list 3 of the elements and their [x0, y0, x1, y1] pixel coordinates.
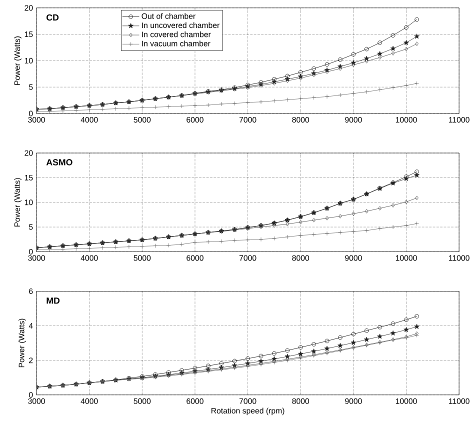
text: MD [46, 297, 60, 304]
text: CD [46, 14, 59, 20]
text: ASMO [46, 158, 72, 166]
